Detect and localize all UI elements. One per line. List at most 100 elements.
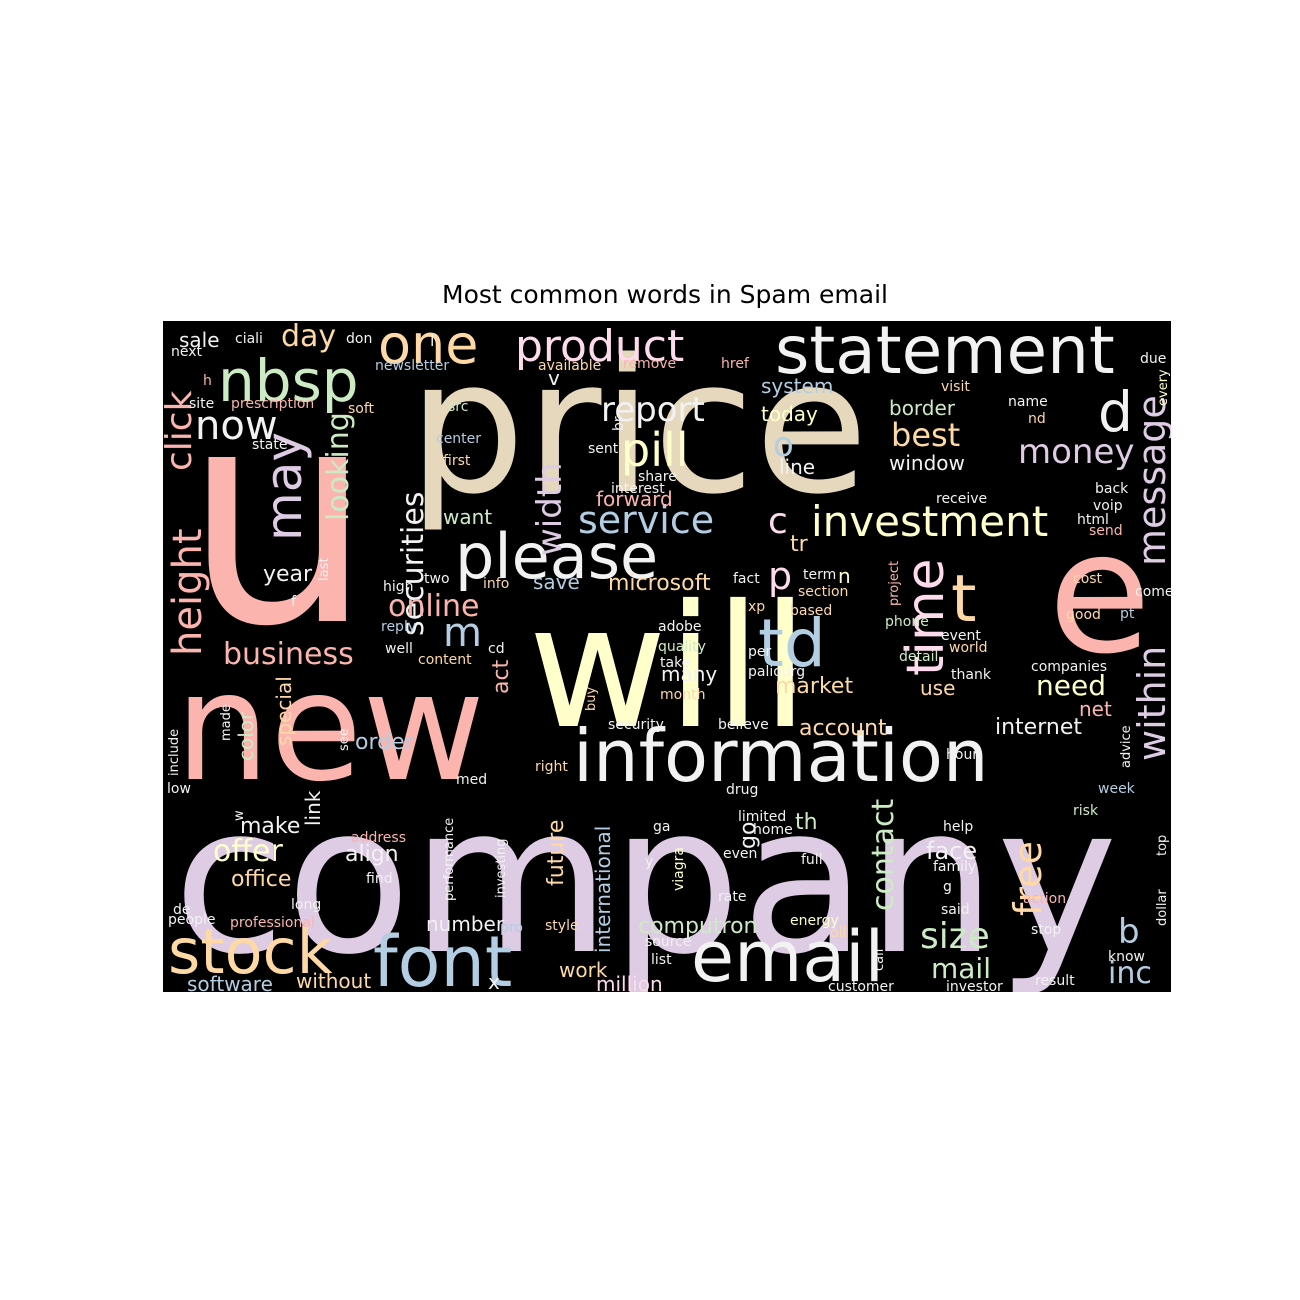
word-next: next (171, 344, 203, 360)
word-within: within (1130, 646, 1171, 761)
word-make: make (240, 814, 300, 839)
word-ciali: ciali (235, 331, 263, 347)
word-right: right (535, 759, 568, 775)
word-face: face (926, 837, 977, 865)
word-world: world (949, 640, 988, 656)
word-well: well (385, 641, 413, 657)
word-best: best (891, 416, 960, 454)
word-don: don (346, 331, 372, 347)
word-people: people (168, 912, 215, 928)
word-pro: pro (500, 920, 523, 936)
word-future: future (544, 820, 569, 886)
word-take: take (660, 655, 690, 671)
word-microsoft: microsoft (608, 571, 711, 596)
word-statement: statement (775, 321, 1115, 389)
word-service: service (578, 498, 714, 542)
word-buy: buy (584, 687, 599, 711)
word-week: week (1098, 781, 1136, 797)
word-energy: energy (790, 913, 839, 929)
word-x: x (488, 970, 500, 992)
word-style: style (545, 918, 579, 934)
word-year: year (263, 562, 313, 587)
word-use: use (920, 676, 955, 700)
word-product: product (515, 321, 684, 372)
word-want: want (443, 505, 492, 529)
word-cloud: u price new company will e information statemen… (163, 321, 1171, 992)
word-result: result (1035, 973, 1075, 989)
word-de: de (173, 902, 191, 918)
word-message: message (1130, 395, 1171, 566)
word-security: security (608, 717, 664, 733)
word-w: w (232, 810, 247, 821)
word-name: name (1008, 394, 1048, 410)
word-voip: voip (1093, 498, 1123, 514)
word-report: report (601, 390, 705, 430)
word-state: state (252, 437, 287, 453)
word-pt: pt (1120, 606, 1135, 622)
word-color: color (234, 711, 258, 761)
word-ga: ga (653, 819, 670, 835)
word-nbsp: nbsp (218, 347, 359, 415)
word-million: million (596, 972, 663, 992)
word-center: center (436, 431, 481, 447)
word-now: now (195, 403, 278, 449)
word-account: account (799, 716, 887, 741)
word-business: business (223, 637, 354, 672)
word-border: border (889, 396, 956, 420)
word-new: new (175, 641, 485, 815)
word-m: m (443, 610, 482, 656)
word-e: e (1048, 495, 1151, 691)
word-available: available (538, 358, 601, 374)
word-every: every (1156, 369, 1171, 406)
word-drug: drug (726, 782, 758, 798)
word-two: two (424, 571, 450, 587)
word-y: y (645, 854, 653, 870)
word-d: d (1098, 380, 1133, 444)
word-v: v (548, 366, 560, 390)
word-information: information (573, 714, 989, 798)
word-price: price (408, 321, 868, 535)
word-l: l (430, 331, 434, 350)
word-sent: sent (588, 441, 619, 457)
word-tr: tr (790, 532, 809, 557)
word-send: send (1089, 523, 1123, 539)
word-family: family (933, 859, 976, 875)
word-many: many (661, 662, 717, 686)
word-sale: sale (179, 328, 220, 352)
word-full: full (801, 852, 823, 868)
word-believe: believe (718, 717, 769, 733)
word-receive: receive (936, 491, 987, 507)
word-interest: interest (611, 481, 665, 497)
word-home: home (753, 822, 793, 838)
word-market: market (775, 674, 853, 699)
word-time: time (896, 559, 956, 676)
word-address: address (351, 830, 406, 846)
word-long: long (291, 897, 321, 913)
word-investor: investor (946, 979, 1003, 992)
word-due: due (1140, 351, 1166, 367)
word-click: click (163, 390, 200, 471)
word-n: n (838, 564, 851, 588)
word-mail: mail (931, 952, 991, 985)
word-share: share (638, 469, 677, 485)
word-see: see (337, 728, 352, 751)
word-dollar: dollar (1155, 889, 1170, 926)
word-f: f (291, 594, 297, 610)
word-international: international (591, 826, 615, 953)
word-come: come (1135, 584, 1171, 600)
word-visit: visit (941, 379, 970, 395)
word-h: h (203, 373, 212, 389)
word-detail: detail (899, 649, 938, 665)
word-newsletter: newsletter (375, 358, 449, 374)
word-system: system (761, 374, 833, 398)
word-site: site (189, 396, 214, 412)
word-first: first (443, 453, 471, 469)
word-month: month (660, 687, 705, 703)
word-offer: offer (213, 834, 283, 869)
word-one: one (378, 321, 479, 376)
word-adobe: adobe (658, 619, 702, 635)
word-line: line (779, 455, 815, 479)
word-term: term (803, 567, 836, 583)
word-may: may (255, 432, 313, 541)
